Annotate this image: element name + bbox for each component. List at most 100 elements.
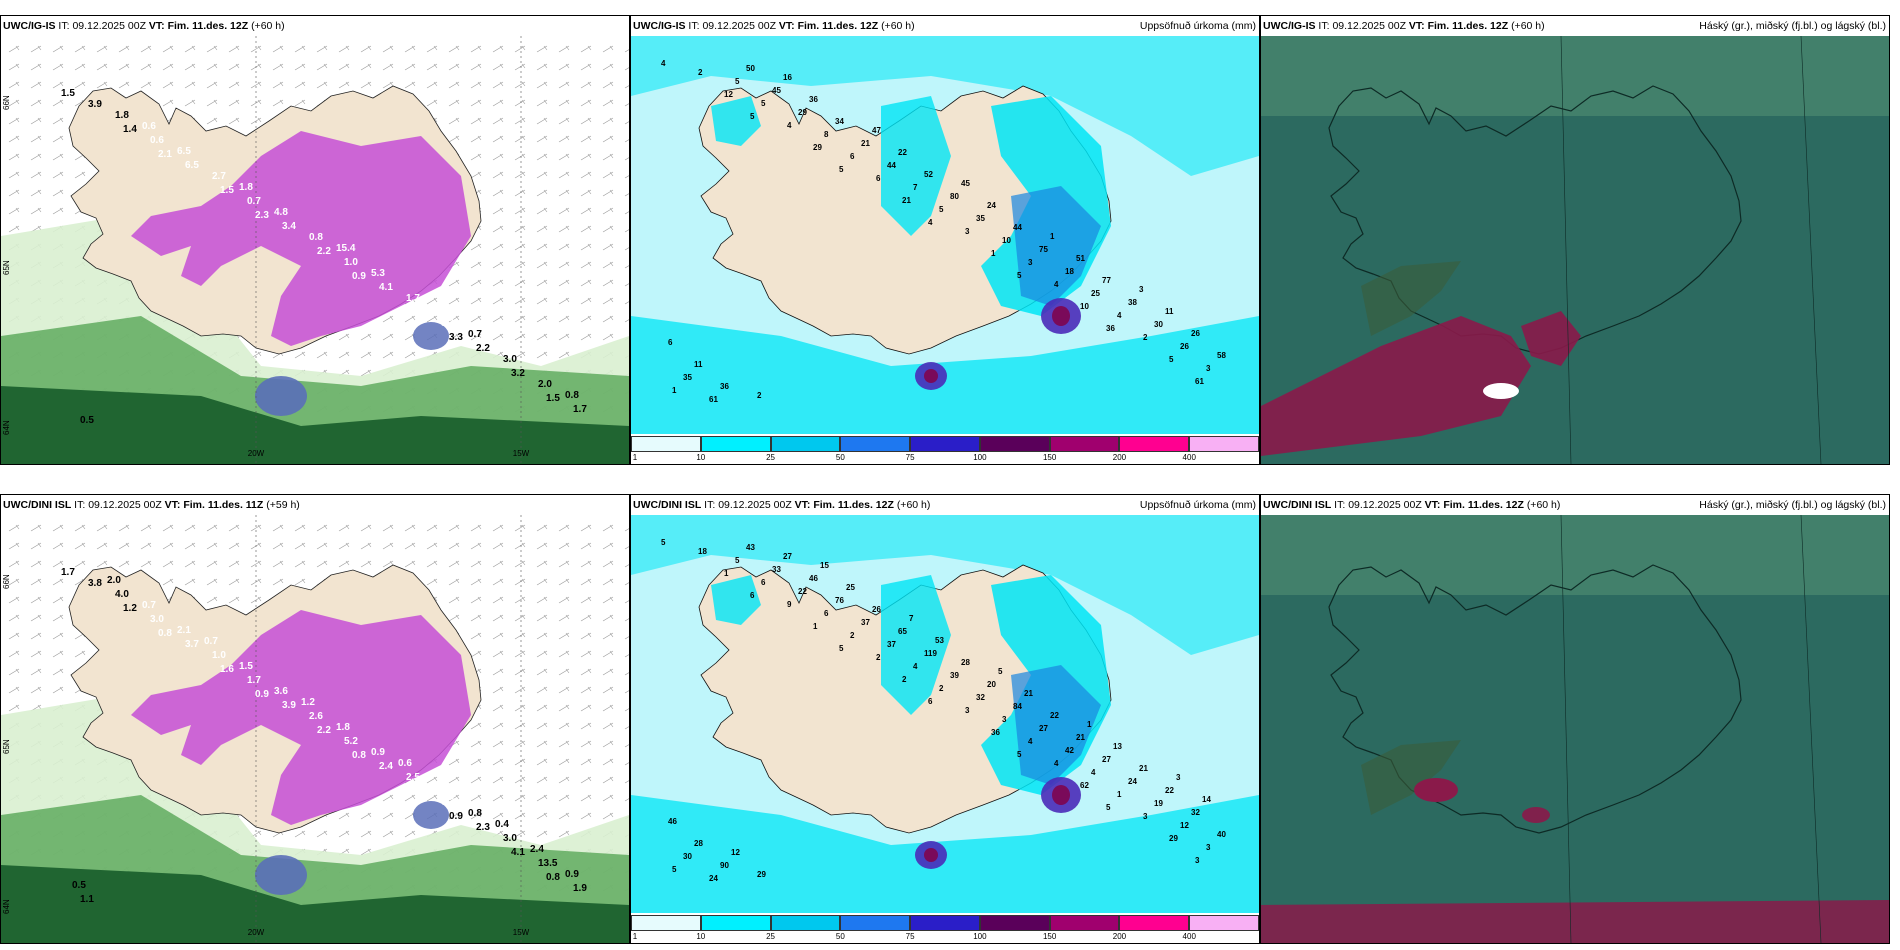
snow-depth-label: 1.2 — [301, 697, 315, 708]
wind-barb — [602, 776, 614, 784]
wind-barb — [96, 524, 108, 532]
wind-barb — [492, 704, 504, 712]
wind-barb — [118, 524, 130, 532]
wind-barb — [184, 81, 196, 89]
wind-barb — [294, 351, 306, 359]
snow-depth-label: 0.8 — [309, 232, 323, 243]
precip-amount-label: 51 — [1076, 254, 1085, 263]
lead-time: (+60 h) — [1511, 20, 1545, 32]
wind-barb — [206, 596, 218, 604]
precip-map: 4 5 5 4 5 36 61 12 29 21 1 10 5 2 4 6 3 4 2 1 5 6 5 3 4 3 5 8 7 10 25 2… — [631, 36, 1259, 464]
precip-amount-label: 1 — [813, 622, 818, 631]
wind-barb — [580, 614, 592, 622]
wind-barb — [470, 45, 482, 53]
wind-barb — [624, 85, 629, 89]
wind-barb — [448, 560, 460, 568]
wind-barb — [470, 632, 482, 640]
wind-barb — [492, 99, 504, 107]
precip-amount-label: 75 — [1039, 245, 1048, 254]
wind-barb — [96, 542, 108, 550]
colorbar-tick-label: 1 — [632, 453, 638, 462]
wind-barb — [492, 596, 504, 604]
snow-depth-label: 2.1 — [158, 149, 172, 160]
wind-barb — [52, 614, 64, 622]
wind-barb — [30, 524, 42, 532]
wind-barb — [30, 668, 42, 676]
wind-barb — [602, 81, 614, 89]
wind-barb — [448, 812, 460, 820]
wind-barb — [470, 794, 482, 802]
snow-depth-label: 3.9 — [282, 700, 296, 711]
precip-amount-label: 4 — [913, 662, 918, 671]
wind-barb — [536, 524, 548, 532]
wind-barb — [514, 99, 526, 107]
precip-zone — [631, 316, 1259, 464]
wind-barb — [624, 283, 629, 287]
precip-amount-label: 46 — [809, 574, 818, 583]
it-label: IT: — [704, 499, 716, 511]
wind-barb — [580, 333, 592, 341]
it-label: IT: — [688, 20, 700, 32]
colorbar-tick-label: 200 — [1112, 932, 1127, 941]
map-canvas: 4554536611229211105246342156534358710252… — [631, 36, 1259, 464]
precip-amount-label: 26 — [1191, 329, 1200, 338]
colorbar: 1 10 25 50 75 100 150 200 400 — [631, 913, 1259, 943]
wind-barb — [514, 668, 526, 676]
wind-barb — [558, 560, 570, 568]
wind-barb — [492, 45, 504, 53]
snow-depth-label: 0.5 — [72, 880, 86, 891]
precip-amount-label: 18 — [1065, 267, 1074, 276]
precip-amount-label: 3 — [1176, 773, 1181, 782]
wind-barb — [250, 524, 262, 532]
wind-barb — [206, 578, 218, 586]
precip-amount-label: 2 — [876, 653, 881, 662]
wind-barb — [580, 243, 592, 251]
wind-barb — [492, 243, 504, 251]
wind-barb — [580, 740, 592, 748]
wind-barb — [30, 45, 42, 53]
snow-depth-label: 2.5 — [406, 772, 420, 783]
model-name: UWC/IG-IS — [3, 20, 56, 32]
wind-barb — [514, 830, 526, 838]
snow-map: 1.7 0.8 0.9 0.8 0.9 0.8 1.2 1.6 2.2 2.3 4.1 3.8 3.7 3… — [1, 515, 629, 943]
colorbar-swatch — [840, 915, 911, 931]
precip-amount-label: 10 — [1080, 302, 1089, 311]
wind-barb — [580, 99, 592, 107]
precip-amount-label: 53 — [935, 636, 944, 645]
wind-barb — [536, 351, 548, 359]
snow-depth-label: 1.4 — [123, 124, 137, 135]
precip-amount-label: 16 — [783, 73, 792, 82]
wind-barb — [96, 81, 108, 89]
wind-barb — [624, 139, 629, 143]
wind-barb — [492, 117, 504, 125]
precip-amount-label: 29 — [798, 108, 807, 117]
precip-amount-label: 12 — [1180, 821, 1189, 830]
snow-depth-label: 0.6 — [150, 135, 164, 146]
wind-barb — [580, 135, 592, 143]
wind-barb — [602, 207, 614, 215]
wind-barb — [602, 722, 614, 730]
wind-barb — [492, 578, 504, 586]
snow-depth-label: 1.4 — [433, 783, 447, 794]
precip-amount-label: 42 — [1065, 746, 1074, 755]
wind-barb — [514, 812, 526, 820]
wind-barb — [470, 578, 482, 586]
meridian-line — [1560, 515, 1572, 943]
wind-barb — [360, 351, 372, 359]
it-value: 09.12.2025 00Z — [88, 499, 162, 511]
snow-zone-magenta — [131, 610, 471, 825]
wind-barb — [184, 578, 196, 586]
wind-barb — [272, 542, 284, 550]
wind-barb — [8, 650, 20, 658]
wind-barb — [338, 560, 350, 568]
wind-barb — [580, 794, 592, 802]
cloud-layer-high — [1522, 807, 1550, 823]
vt-label: VT: — [1424, 499, 1441, 511]
wind-barb — [272, 578, 284, 586]
field-title: Háský (gr.), miðský (fj.bl.) og lágský (… — [1699, 499, 1886, 511]
colorbar-swatch — [770, 915, 841, 931]
snow-depth-label: 1.8 — [336, 722, 350, 733]
iceland-outline — [1328, 85, 1742, 355]
wind-barb — [602, 560, 614, 568]
colorbar-tick-label: 10 — [696, 932, 706, 941]
